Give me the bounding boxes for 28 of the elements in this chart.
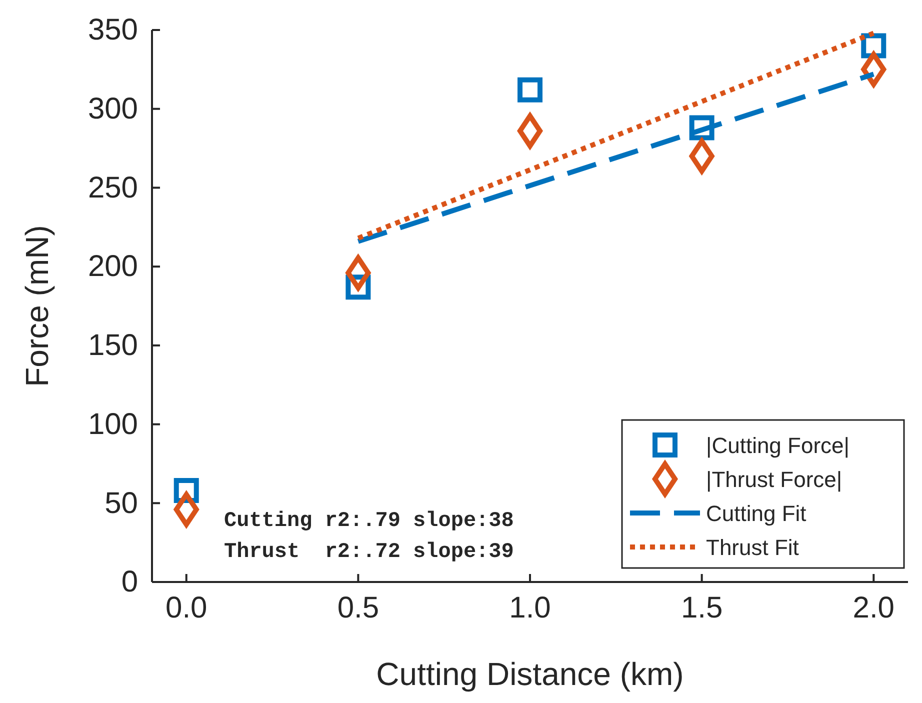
y-tick-label: 200 xyxy=(88,250,138,284)
legend-label: |Cutting Force| xyxy=(706,433,850,458)
y-tick-label: 350 xyxy=(88,14,138,47)
x-tick-label: 2.0 xyxy=(852,591,894,624)
point xyxy=(861,52,886,87)
point xyxy=(689,115,714,140)
x-tick-label: 0.0 xyxy=(166,591,208,624)
annotation: Thrust r2:.72 slope:39 xyxy=(224,541,514,564)
x-axis-title: Cutting Distance (km) xyxy=(376,656,684,692)
y-tick-label: 300 xyxy=(88,92,138,126)
y-tick-label: 100 xyxy=(88,408,138,441)
point xyxy=(346,255,371,290)
y-axis-title: Force (mN) xyxy=(19,225,55,387)
legend-label: Cutting Fit xyxy=(706,501,806,526)
point xyxy=(518,113,542,148)
y-tick-label: 250 xyxy=(88,171,138,204)
y-tick-label: 50 xyxy=(104,486,138,520)
legend-label: Thrust Fit xyxy=(706,535,799,560)
x-tick-label: 1.5 xyxy=(680,591,723,624)
annotation: Cutting r2:.79 slope:38 xyxy=(224,510,514,533)
legend-label: |Thrust Force| xyxy=(706,467,842,492)
y-tick-label: 0 xyxy=(121,566,138,599)
point xyxy=(689,138,714,174)
x-tick-label: 0.5 xyxy=(337,591,380,624)
point xyxy=(518,77,542,102)
y-tick-label: 150 xyxy=(88,329,138,362)
point xyxy=(174,492,199,527)
x-tick-label: 1.0 xyxy=(509,591,551,624)
